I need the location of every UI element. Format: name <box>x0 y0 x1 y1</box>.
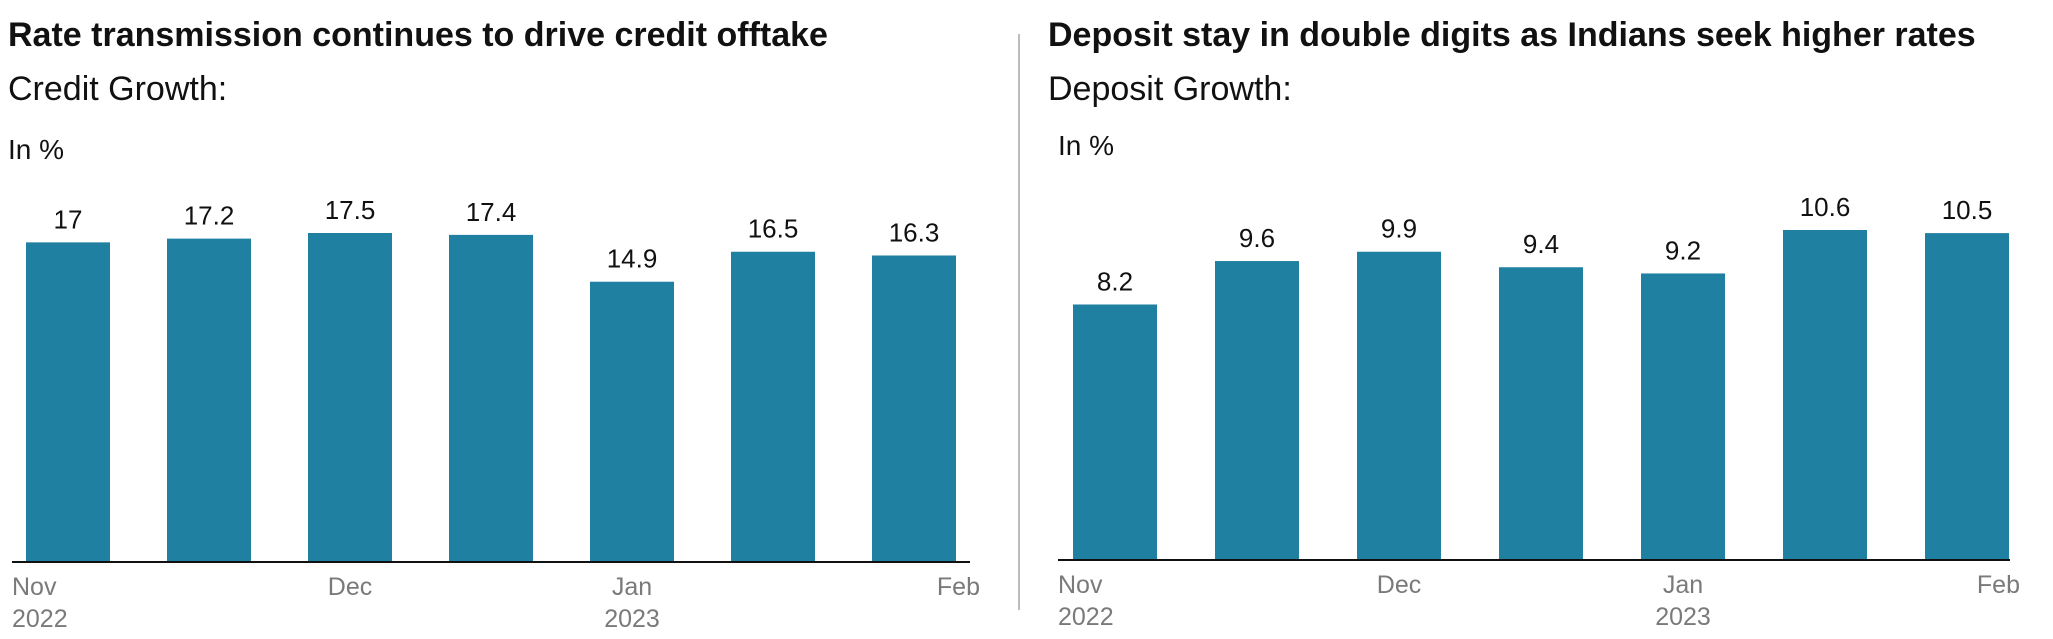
unit-label: In % <box>8 134 65 165</box>
bar <box>1641 273 1725 559</box>
deposit-growth-panel: Deposit stay in double digits as Indians… <box>1040 0 2053 639</box>
data-label: 14.9 <box>607 244 658 274</box>
bar <box>1357 251 1441 559</box>
panel-divider <box>1018 34 1020 610</box>
bar <box>590 281 674 561</box>
x-tick-year-label: 2023 <box>604 605 660 633</box>
x-tick-label: Jan <box>1663 571 1703 599</box>
x-tick-label: Dec <box>1377 571 1421 599</box>
data-label: 16.5 <box>748 214 799 244</box>
bar <box>308 233 392 561</box>
chart-title: Rate transmission continues to drive cre… <box>8 16 828 54</box>
x-tick-label: Feb <box>937 573 980 601</box>
bar <box>1783 230 1867 559</box>
credit-growth-panel: Rate transmission continues to drive cre… <box>0 0 1010 639</box>
data-label: 10.6 <box>1800 192 1851 222</box>
x-tick-year-label: 2022 <box>1058 603 1114 631</box>
unit-label: In % <box>1058 130 1115 161</box>
bar <box>872 255 956 561</box>
data-label: 9.9 <box>1381 214 1417 244</box>
x-tick-label: Nov <box>12 573 57 601</box>
data-label: 17 <box>54 204 83 234</box>
bar <box>1073 304 1157 559</box>
data-label: 17.5 <box>325 195 376 225</box>
chart-subtitle: Credit Growth: <box>8 70 228 108</box>
data-label: 9.4 <box>1523 229 1559 259</box>
x-tick-label: Jan <box>612 573 652 601</box>
bar <box>1925 233 2009 560</box>
bar <box>1215 261 1299 559</box>
bar <box>167 238 251 561</box>
x-tick-label: Dec <box>328 573 372 601</box>
x-tick-year-label: 2022 <box>12 605 68 633</box>
x-tick-label: Nov <box>1058 571 1103 599</box>
data-label: 9.2 <box>1665 235 1701 265</box>
credit-growth-chart: 17 17.2 17.5 17.4 14.9 16.5 16.3 Nov 2022 Dec Jan 2… <box>12 195 980 633</box>
deposit-growth-chart: 8.2 9.6 9.9 9.4 9.2 10.6 10.5 Nov 2022 Dec Jan 2023… <box>1058 192 2020 631</box>
data-label: 17.4 <box>466 197 517 227</box>
data-label: 16.3 <box>889 217 940 247</box>
bar <box>1499 267 1583 559</box>
data-label: 8.2 <box>1097 266 1133 296</box>
bar <box>26 242 110 561</box>
data-label: 10.5 <box>1942 195 1993 225</box>
chart-title: Deposit stay in double digits as Indians… <box>1048 16 1976 54</box>
x-tick-label: Feb <box>1977 571 2020 599</box>
bar <box>449 234 533 562</box>
data-label: 17.2 <box>184 201 235 231</box>
data-label: 9.6 <box>1239 223 1275 253</box>
x-tick-year-label: 2023 <box>1655 603 1711 631</box>
bar <box>731 251 815 561</box>
chart-subtitle: Deposit Growth: <box>1048 70 1292 108</box>
